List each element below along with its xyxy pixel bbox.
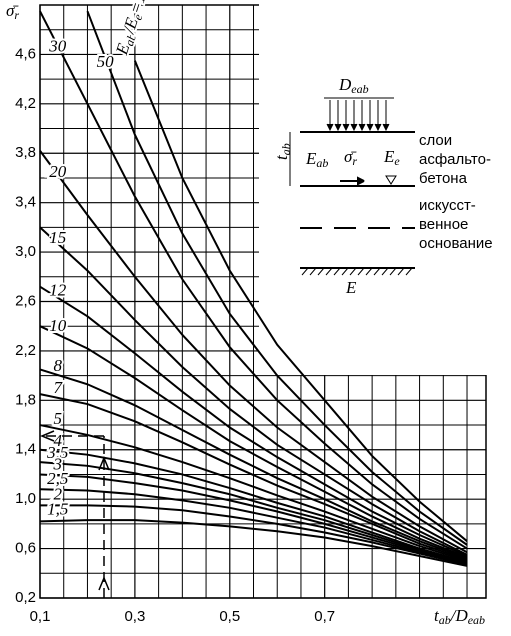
series-label: 12 bbox=[49, 280, 67, 299]
series-label: 100 bbox=[129, 0, 155, 5]
y-tick-label: 1,0 bbox=[15, 490, 36, 507]
curve bbox=[133, 60, 468, 542]
series-label: 3 bbox=[52, 455, 62, 474]
y-tick-label: 2,6 bbox=[15, 292, 36, 309]
y-tick-label: 0,2 bbox=[15, 589, 36, 606]
ground-hatch bbox=[301, 267, 413, 276]
curve bbox=[39, 473, 468, 565]
y-axis-label: σ̄r bbox=[6, 1, 19, 22]
series-label: 8 bbox=[53, 356, 62, 375]
series-label: 10 bbox=[49, 316, 67, 335]
series-label: 30 bbox=[48, 36, 67, 55]
diagram-label: ab bbox=[316, 156, 328, 170]
diagram-label: E bbox=[305, 149, 317, 168]
inset-background bbox=[259, 0, 511, 375]
y-tick-label: 3,8 bbox=[15, 144, 36, 161]
x-tick-label: 0,1 bbox=[30, 608, 51, 625]
diagram-label: E bbox=[345, 278, 357, 297]
curve bbox=[39, 424, 468, 562]
y-tick-label: 1,4 bbox=[15, 441, 36, 458]
series-label: 7 bbox=[53, 378, 63, 397]
x-label-part: /D bbox=[450, 606, 469, 625]
x-axis-label: tab/Deab bbox=[434, 606, 485, 627]
curve bbox=[39, 519, 468, 567]
series-label: 4 bbox=[53, 431, 62, 450]
load-arrows bbox=[329, 100, 387, 128]
layer-text: искусст- bbox=[419, 197, 476, 214]
series-label: 50 bbox=[97, 52, 115, 71]
layer-diagram: Deab tab Eab σ̄r Ee слои асфальто- бетон… bbox=[272, 75, 493, 297]
series-label: 2 bbox=[53, 484, 62, 503]
x-label-part: t bbox=[434, 606, 440, 625]
diagram-label: t bbox=[272, 154, 291, 160]
curves bbox=[39, 10, 468, 567]
gauge-symbol bbox=[385, 175, 397, 185]
y-tick-label: 0,6 bbox=[15, 540, 36, 557]
diagram-label: e bbox=[394, 154, 400, 168]
curve bbox=[39, 285, 468, 557]
load-arrowheads bbox=[326, 123, 390, 132]
curve bbox=[40, 504, 468, 566]
layer-text: бетона bbox=[419, 170, 468, 187]
svg-text:Deab: Deab bbox=[338, 75, 369, 96]
curve bbox=[39, 488, 468, 566]
arrow-head bbox=[40, 430, 55, 442]
layer-text: основание bbox=[419, 235, 493, 252]
x-tick-label: 0,3 bbox=[124, 608, 145, 625]
series-label: 3,5 bbox=[46, 443, 68, 462]
diagram-label: E bbox=[383, 147, 395, 166]
y-tick-label: 2,2 bbox=[15, 342, 36, 359]
stress-arrow bbox=[340, 176, 365, 186]
curve bbox=[39, 10, 468, 550]
svg-text:Eab: Eab bbox=[305, 149, 328, 170]
diagram-label: D bbox=[338, 75, 352, 94]
diagram-label: eab bbox=[351, 82, 368, 96]
y-label-sub: r bbox=[14, 8, 19, 22]
y-tick-label: 3,4 bbox=[15, 194, 36, 211]
y-tick-label: 4,6 bbox=[15, 45, 36, 62]
curve bbox=[39, 448, 468, 564]
curve bbox=[39, 368, 468, 560]
diagram-label: r bbox=[352, 154, 357, 168]
svg-text:Ee: Ee bbox=[383, 147, 400, 168]
layer-text: венное bbox=[419, 216, 468, 233]
curve bbox=[39, 325, 468, 559]
arrow-head bbox=[98, 456, 110, 471]
series-label: 20 bbox=[49, 162, 67, 181]
y-tick-label: 1,8 bbox=[15, 391, 36, 408]
series-label: 15 bbox=[49, 228, 66, 247]
diagram-label: ab bbox=[279, 143, 293, 155]
family-label: Eab/Ee=100 bbox=[112, 0, 157, 58]
series-label: 2,5 bbox=[47, 469, 68, 488]
curve bbox=[39, 226, 468, 556]
curve bbox=[39, 150, 468, 554]
layer-text: асфальто- bbox=[419, 151, 491, 168]
y-tick-label: 3,0 bbox=[15, 243, 36, 260]
svg-text:tab: tab bbox=[272, 143, 293, 160]
layer-text: слои bbox=[419, 132, 452, 149]
curve bbox=[39, 393, 468, 561]
series-label: 5 bbox=[53, 409, 62, 428]
reading-example bbox=[40, 430, 110, 598]
x-label-part: ab bbox=[439, 613, 451, 627]
x-label-part: eab bbox=[468, 613, 485, 627]
x-tick-label: 0,7 bbox=[314, 608, 335, 625]
curve bbox=[39, 461, 468, 565]
curve bbox=[86, 10, 468, 546]
y-tick-label: 4,2 bbox=[15, 95, 36, 112]
arrow-head bbox=[98, 576, 110, 591]
series-label: 1,5 bbox=[47, 500, 68, 519]
x-tick-label: 0,5 bbox=[219, 608, 240, 625]
